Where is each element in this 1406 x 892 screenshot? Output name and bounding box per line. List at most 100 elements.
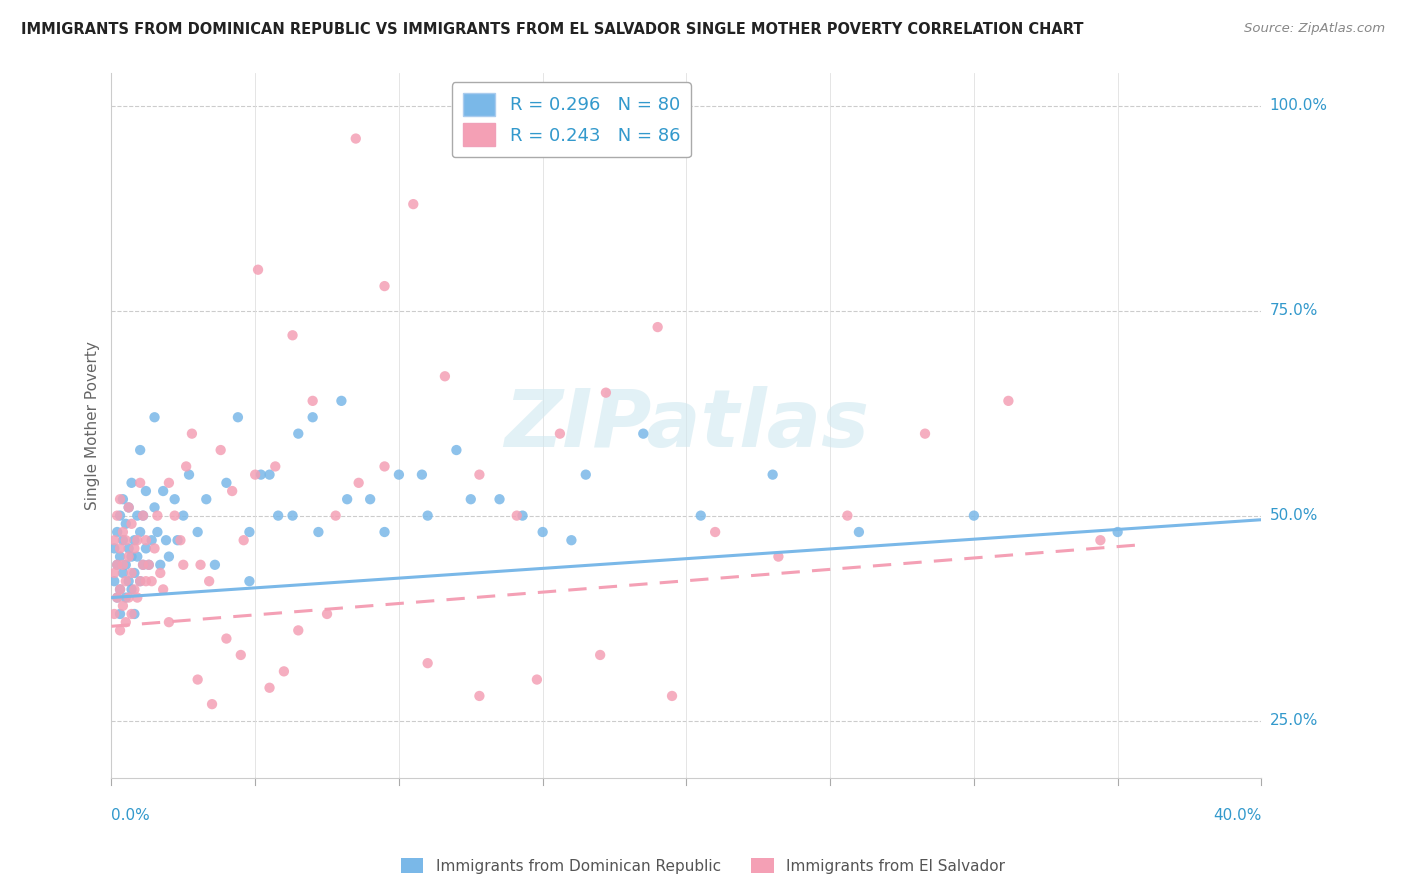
- Point: [103, 574, 125, 589]
- Text: IMMIGRANTS FROM DOMINICAN REPUBLIC VS IMMIGRANTS FROM EL SALVADOR SINGLE MOTHER : IMMIGRANTS FROM DOMINICAN REPUBLIC VS IM…: [21, 22, 1084, 37]
- Point: [198, 574, 221, 589]
- Point: [132, 508, 155, 523]
- Point: [247, 262, 270, 277]
- Point: [132, 558, 155, 572]
- Point: [163, 492, 186, 507]
- Point: [264, 459, 287, 474]
- Point: [121, 549, 143, 564]
- Point: [118, 500, 141, 515]
- Point: [135, 533, 157, 548]
- Point: [281, 508, 304, 523]
- Point: [301, 410, 323, 425]
- Point: [111, 533, 134, 548]
- Point: [963, 508, 986, 523]
- Point: [281, 328, 304, 343]
- Point: [267, 508, 290, 523]
- Point: [124, 607, 146, 621]
- Point: [172, 508, 194, 523]
- Point: [560, 533, 582, 548]
- Point: [273, 665, 295, 679]
- Point: [143, 541, 166, 556]
- Point: [416, 508, 439, 523]
- Point: [157, 475, 180, 490]
- Point: [127, 591, 149, 605]
- Point: [238, 524, 260, 539]
- Point: [149, 558, 172, 572]
- Point: [215, 632, 238, 646]
- Text: 75.0%: 75.0%: [1270, 303, 1317, 318]
- Point: [595, 385, 617, 400]
- Point: [232, 533, 254, 548]
- Point: [103, 541, 125, 556]
- Point: [157, 549, 180, 564]
- Point: [103, 607, 125, 621]
- Point: [111, 566, 134, 580]
- Point: [330, 393, 353, 408]
- Text: ZIPatlas: ZIPatlas: [503, 386, 869, 465]
- Point: [114, 558, 136, 572]
- Point: [118, 591, 141, 605]
- Point: [152, 483, 174, 498]
- Point: [111, 524, 134, 539]
- Point: [914, 426, 936, 441]
- Y-axis label: Single Mother Poverty: Single Mother Poverty: [86, 341, 100, 510]
- Point: [114, 615, 136, 630]
- Point: [1090, 533, 1112, 548]
- Point: [111, 492, 134, 507]
- Point: [129, 574, 152, 589]
- Point: [108, 624, 131, 638]
- Point: [172, 558, 194, 572]
- Point: [105, 508, 128, 523]
- Point: [647, 320, 669, 334]
- Point: [105, 591, 128, 605]
- Point: [166, 533, 188, 548]
- Point: [526, 673, 548, 687]
- Point: [146, 524, 169, 539]
- Point: [221, 483, 243, 498]
- Point: [143, 410, 166, 425]
- Text: Source: ZipAtlas.com: Source: ZipAtlas.com: [1244, 22, 1385, 36]
- Point: [121, 475, 143, 490]
- Point: [848, 524, 870, 539]
- Point: [138, 558, 160, 572]
- Point: [174, 459, 197, 474]
- Point: [127, 533, 149, 548]
- Point: [250, 467, 273, 482]
- Point: [488, 492, 510, 507]
- Point: [108, 541, 131, 556]
- Point: [114, 574, 136, 589]
- Point: [121, 516, 143, 531]
- Point: [259, 681, 281, 695]
- Point: [531, 524, 554, 539]
- Point: [344, 131, 367, 145]
- Point: [287, 426, 309, 441]
- Point: [259, 467, 281, 482]
- Point: [460, 492, 482, 507]
- Text: 0.0%: 0.0%: [111, 808, 150, 823]
- Point: [108, 582, 131, 597]
- Point: [111, 599, 134, 613]
- Point: [204, 558, 226, 572]
- Point: [114, 591, 136, 605]
- Point: [121, 607, 143, 621]
- Point: [997, 393, 1019, 408]
- Point: [118, 541, 141, 556]
- Point: [388, 467, 411, 482]
- Point: [157, 615, 180, 630]
- Point: [243, 467, 266, 482]
- Point: [446, 443, 468, 458]
- Point: [118, 500, 141, 515]
- Point: [141, 533, 163, 548]
- Point: [108, 508, 131, 523]
- Point: [187, 673, 209, 687]
- Point: [402, 197, 425, 211]
- Point: [127, 549, 149, 564]
- Point: [114, 533, 136, 548]
- Point: [226, 410, 249, 425]
- Point: [373, 459, 395, 474]
- Point: [108, 607, 131, 621]
- Point: [138, 558, 160, 572]
- Point: [411, 467, 433, 482]
- Point: [124, 582, 146, 597]
- Point: [124, 533, 146, 548]
